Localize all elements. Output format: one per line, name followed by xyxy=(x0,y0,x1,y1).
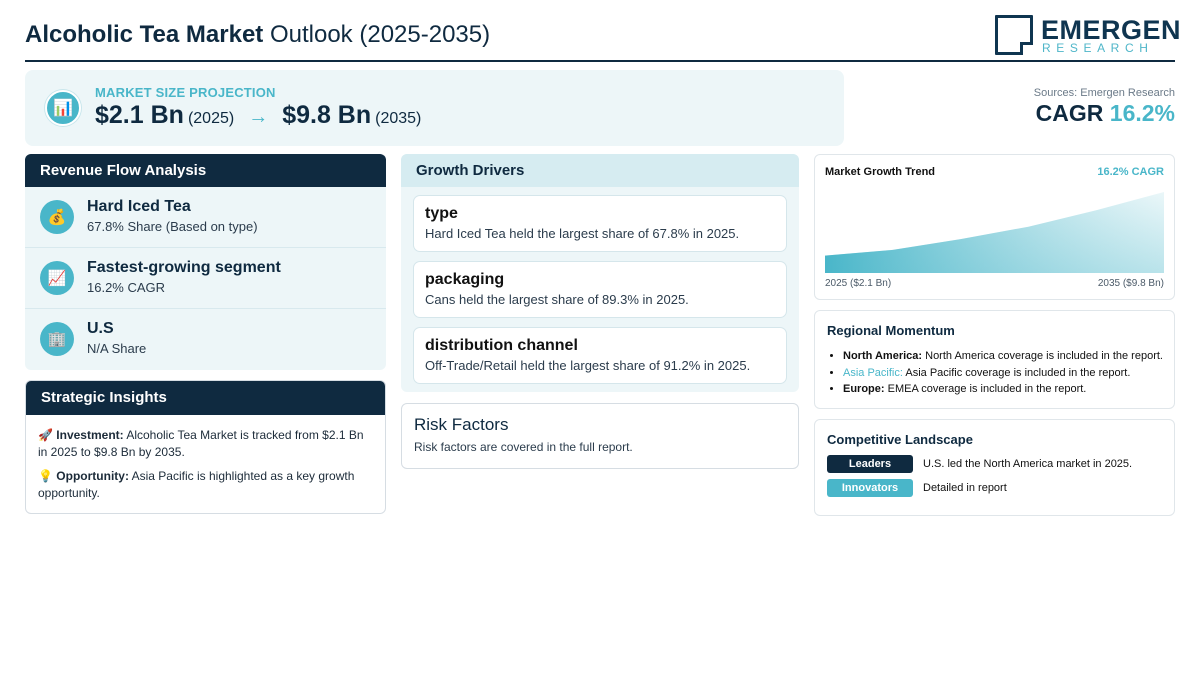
revenue-item-subtitle: 16.2% CAGR xyxy=(87,280,166,295)
investment-text: Alcoholic Tea Market is tracked from $2.… xyxy=(38,428,364,459)
region-text: EMEA coverage is included in the report. xyxy=(887,383,1087,395)
investment-insight: 🚀 Investment: Alcoholic Tea Market is tr… xyxy=(38,427,373,460)
region-name: North America: xyxy=(843,350,923,362)
strategic-insights-panel: Strategic Insights 🚀 Investment: Alcohol… xyxy=(25,380,386,514)
start-value: $2.1 Bn xyxy=(95,101,184,129)
region-text: Asia Pacific coverage is included in the… xyxy=(905,366,1131,379)
opportunity-label: Opportunity: xyxy=(56,469,129,483)
growth-drivers-panel: Growth Drivers type Hard Iced Tea held t… xyxy=(401,154,799,392)
driver-card-title: packaging xyxy=(425,271,505,288)
growth-area-shade xyxy=(825,192,1164,273)
revenue-item: 💰 Hard Iced Tea 67.8% Share (Based on ty… xyxy=(25,187,386,248)
cagr-summary: Sources: Emergen Research CAGR 16.2% xyxy=(1034,87,1175,127)
header: Alcoholic Tea Market Outlook (2025-2035)… xyxy=(25,12,1181,62)
region-item: Europe: EMEA coverage is included in the… xyxy=(843,381,1163,398)
revenue-flow-panel: Revenue Flow Analysis 💰 Hard Iced Tea 67… xyxy=(25,154,386,370)
page-title: Alcoholic Tea Market Outlook (2025-2035) xyxy=(25,21,490,49)
logo-mark-icon xyxy=(995,15,1033,55)
cagr-value: CAGR 16.2% xyxy=(1034,100,1175,127)
market-size-projection: 📊 MARKET SIZE PROJECTION $2.1 Bn (2025) → $… xyxy=(25,70,844,146)
logo-main-text: EMERGEN xyxy=(1041,15,1182,45)
revenue-item-title: U.S xyxy=(87,320,114,337)
arrow-right-icon: → xyxy=(248,106,269,128)
title-rest: Outlook (2025-2035) xyxy=(269,21,491,48)
rocket-icon: 🚀 xyxy=(38,428,53,442)
regional-momentum-panel: Regional Momentum North America: North A… xyxy=(814,310,1175,409)
building-icon: 🏢 xyxy=(40,322,74,356)
region-name: Europe: xyxy=(843,383,885,395)
trend-up-icon: 📈 xyxy=(40,261,74,295)
driver-card-title: distribution channel xyxy=(425,337,578,354)
region-text: North America coverage is included in th… xyxy=(925,350,1163,362)
regional-momentum-title: Regional Momentum xyxy=(827,323,955,338)
sources-text: Sources: Emergen Research xyxy=(1033,87,1175,99)
region-item: North America: North America coverage is… xyxy=(843,348,1163,365)
revenue-item-title: Fastest-growing segment xyxy=(87,259,281,276)
start-year: (2025) xyxy=(187,110,235,127)
market-growth-trend-panel: Market Growth Trend 16.2% CAGR 2025 ($2.… xyxy=(814,154,1175,300)
growth-drivers-title: Growth Drivers xyxy=(401,154,799,187)
driver-card-text: Off-Trade/Retail held the largest share … xyxy=(425,358,751,373)
opportunity-insight: 💡 Opportunity: Asia Pacific is highlight… xyxy=(38,468,373,501)
revenue-item-title: Hard Iced Tea xyxy=(87,198,191,215)
trend-title: Market Growth Trend xyxy=(825,166,936,178)
bar-chart-icon: 📊 xyxy=(45,90,81,126)
revenue-item-subtitle: 67.8% Share (Based on type) xyxy=(87,219,258,234)
competitive-landscape-panel: Competitive Landscape Leaders U.S. led t… xyxy=(814,419,1175,516)
region-item: Asia Pacific: Asia Pacific coverage is i… xyxy=(843,365,1163,382)
end-value: $9.8 Bn xyxy=(282,101,372,129)
region-list: North America: North America coverage is… xyxy=(843,348,1163,398)
leaders-text: U.S. led the North America market in 202… xyxy=(923,458,1133,470)
driver-card-title: type xyxy=(425,205,458,222)
logo-sub-text: RESEARCH xyxy=(1042,41,1154,55)
driver-card-text: Hard Iced Tea held the largest share of … xyxy=(425,226,740,241)
driver-card-text: Cans held the largest share of 89.3% in … xyxy=(425,292,689,307)
cagr-number: 16.2% xyxy=(1109,100,1175,126)
projection-label: MARKET SIZE PROJECTION xyxy=(95,85,276,100)
driver-card: type Hard Iced Tea held the largest shar… xyxy=(413,195,787,252)
trend-cagr-label: 16.2% CAGR xyxy=(1097,166,1164,178)
risk-factors-text: Risk factors are covered in the full rep… xyxy=(414,440,633,454)
risk-factors-panel: Risk Factors Risk factors are covered in… xyxy=(401,403,799,469)
investment-label: Investment: xyxy=(56,428,124,442)
risk-factors-title: Risk Factors xyxy=(414,415,509,434)
growth-area-chart xyxy=(825,192,1164,273)
driver-card: packaging Cans held the largest share of… xyxy=(413,261,787,318)
cagr-label: CAGR xyxy=(1035,100,1104,126)
strategic-insights-title: Strategic Insights xyxy=(26,381,385,415)
revenue-item: 📈 Fastest-growing segment 16.2% CAGR xyxy=(25,248,386,309)
money-bag-icon: 💰 xyxy=(40,200,74,234)
lightbulb-icon: 💡 xyxy=(38,469,53,483)
emergen-logo[interactable]: EMERGEN RESEARCH xyxy=(995,14,1181,56)
projection-values: $2.1 Bn (2025) → $9.8 Bn (2035) xyxy=(95,101,421,130)
driver-card: distribution channel Off-Trade/Retail he… xyxy=(413,327,787,384)
competitive-landscape-title: Competitive Landscape xyxy=(827,432,973,447)
region-name: Asia Pacific: xyxy=(843,366,903,379)
revenue-item-subtitle: N/A Share xyxy=(87,341,147,356)
revenue-item: 🏢 U.S N/A Share xyxy=(25,309,386,370)
opportunity-text: Asia Pacific is highlighted as a key gro… xyxy=(38,469,355,500)
trend-start-label: 2025 ($2.1 Bn) xyxy=(825,278,892,289)
revenue-flow-title: Revenue Flow Analysis xyxy=(25,154,386,187)
innovators-badge: Innovators xyxy=(827,479,913,497)
title-bold: Alcoholic Tea Market xyxy=(25,21,264,48)
innovators-text: Detailed in report xyxy=(923,482,1007,494)
trend-end-label: 2035 ($9.8 Bn) xyxy=(1097,278,1164,289)
leaders-badge: Leaders xyxy=(827,455,913,473)
end-year: (2035) xyxy=(375,110,422,127)
